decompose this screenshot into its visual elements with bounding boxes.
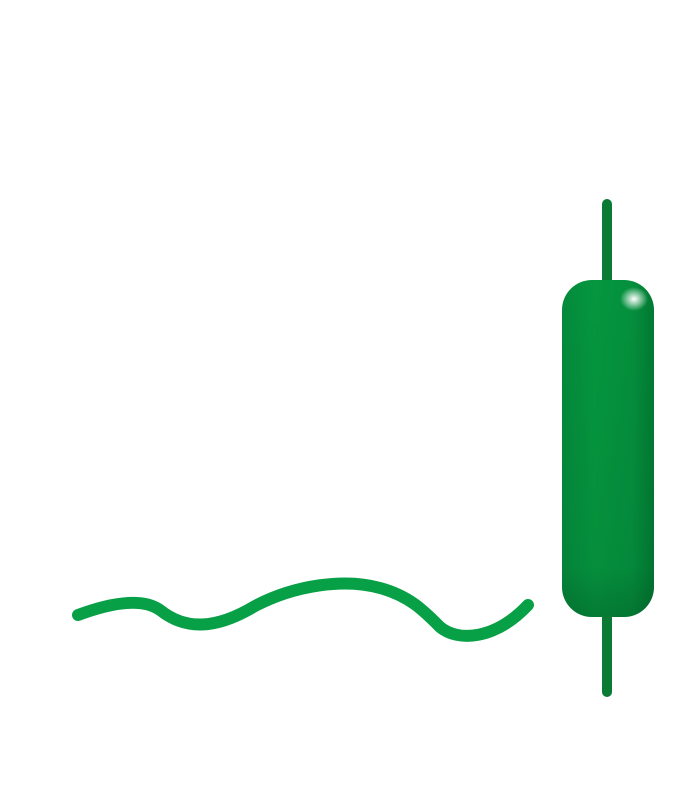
wavy-line-path <box>72 577 534 642</box>
candlestick-gloss <box>620 287 648 311</box>
candlestick-body-shade <box>562 280 654 617</box>
candlestick-icon <box>562 199 654 697</box>
wavy-line-icon <box>72 577 534 642</box>
